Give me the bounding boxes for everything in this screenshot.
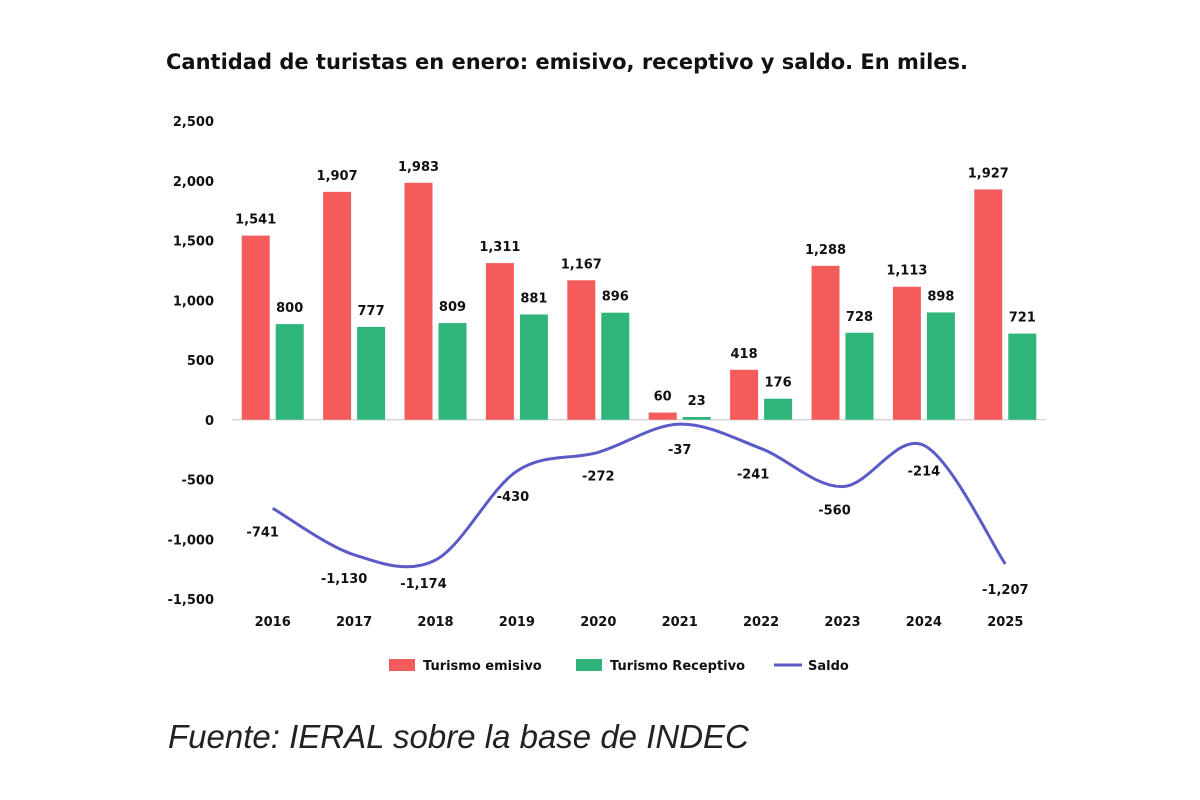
data-label-receptivo: 809 [439,300,466,315]
x-tick-label: 2021 [662,615,698,630]
legend-label: Turismo emisivo [423,659,542,674]
y-tick-label: 2,000 [173,175,214,190]
data-label-saldo: -214 [908,464,941,479]
legend-swatch [576,659,602,671]
data-label-saldo: -560 [818,504,851,519]
x-tick-label: 2022 [743,615,779,630]
data-label-receptivo: 728 [846,310,873,325]
bar-series-group [241,182,1037,420]
data-label-receptivo: 896 [602,290,629,305]
y-axis: 2,500 2,000 1,500 1,000 500 0 -500 -1,000 -1,500 [167,115,214,608]
bar-receptivo [926,312,955,420]
data-labels-group: 1,541 1,907 1,983 1,311 1,167 60 418 1,288 1,113… [235,160,1036,598]
data-label-saldo: -741 [246,525,279,540]
data-label-receptivo: 800 [276,301,303,316]
data-label-saldo: -430 [497,490,530,505]
data-label-saldo: -1,174 [400,577,447,592]
legend-label: Saldo [808,659,849,674]
data-label-saldo: -1,130 [321,572,368,587]
y-tick-label: 1,000 [173,294,214,309]
saldo-line [271,422,1007,569]
x-tick-label: 2017 [336,615,372,630]
y-tick-label: 2,500 [173,115,214,130]
bar-receptivo [1008,333,1037,420]
data-label-emisivo: 1,541 [235,213,276,228]
bar-receptivo [845,332,874,420]
bar-receptivo [601,312,630,420]
source-note: Fuente: IERAL sobre la base de INDEC [168,718,749,755]
x-tick-label: 2025 [987,615,1023,630]
data-label-emisivo: 60 [654,390,672,405]
y-tick-label: 0 [205,414,214,429]
bar-receptivo [764,398,793,420]
data-label-receptivo: 23 [688,394,706,409]
y-tick-label: -1,000 [167,533,214,548]
data-label-emisivo: 1,288 [805,243,846,258]
bar-emisivo [323,191,352,420]
data-label-emisivo: 418 [731,347,758,362]
data-label-emisivo: 1,167 [561,257,602,272]
x-tick-label: 2018 [417,615,453,630]
y-tick-label: -500 [181,474,214,489]
data-label-emisivo: 1,907 [317,169,358,184]
data-label-receptivo: 881 [520,291,547,306]
bar-emisivo [404,182,433,420]
bar-receptivo [682,417,711,420]
bar-receptivo [357,326,386,420]
y-tick-label: 500 [187,354,214,369]
x-tick-label: 2019 [499,615,535,630]
legend-label: Turismo Receptivo [610,659,745,674]
x-tick-label: 2016 [255,615,291,630]
data-label-receptivo: 777 [358,304,385,319]
data-label-emisivo: 1,983 [398,160,439,175]
bar-receptivo [519,314,548,420]
bar-emisivo [241,235,270,420]
bar-receptivo [275,324,304,420]
bar-emisivo [811,265,840,420]
bar-emisivo [567,280,596,420]
bar-receptivo [438,323,467,420]
x-tick-label: 2023 [824,615,860,630]
y-tick-label: 1,500 [173,235,214,250]
data-label-saldo: -1,207 [982,583,1029,598]
x-axis: 2016 2017 2018 2019 2020 2021 2022 2023 2024 2025 [232,419,1046,630]
data-label-emisivo: 1,927 [968,166,1009,181]
data-label-receptivo: 176 [765,376,792,391]
bar-emisivo [892,286,921,420]
chart-title: Cantidad de turistas en enero: emisivo, … [166,50,969,74]
data-label-receptivo: 721 [1009,311,1036,326]
line-series-group [271,422,1007,569]
legend: Turismo emisivo Turismo Receptivo Saldo [389,659,849,674]
data-label-emisivo: 1,113 [886,264,927,279]
x-tick-label: 2020 [580,615,616,630]
legend-swatch [389,659,415,671]
bar-emisivo [648,412,677,420]
data-label-receptivo: 898 [927,289,954,304]
data-label-saldo: -272 [582,469,615,484]
y-tick-label: -1,500 [167,593,214,608]
data-label-emisivo: 1,311 [479,240,520,255]
x-tick-label: 2024 [906,615,942,630]
data-label-saldo: -37 [668,443,692,458]
data-label-saldo: -241 [737,468,770,483]
bar-emisivo [974,189,1003,420]
bar-emisivo [730,369,759,420]
bar-emisivo [485,263,514,420]
